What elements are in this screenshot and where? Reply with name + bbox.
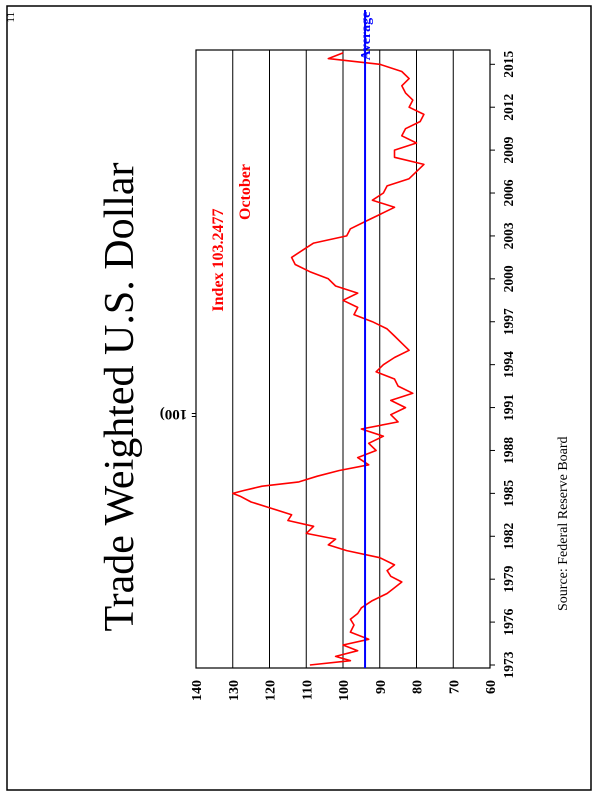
x-tick-2015: 2015	[501, 51, 516, 78]
annotations: Index 103.2477 October Average	[210, 12, 374, 312]
gridlines	[232, 50, 454, 668]
y-tick-100: 100	[337, 680, 352, 701]
y-tick-90: 90	[374, 680, 389, 694]
x-tick-1973: 1973	[501, 651, 516, 678]
y-tick-110: 110	[300, 680, 315, 700]
x-tick-1979: 1979	[501, 565, 516, 592]
y-tick-120: 120	[264, 680, 279, 701]
x-tick-1997: 1997	[501, 308, 516, 335]
series-group	[232, 10, 425, 668]
page-number: 11	[5, 12, 17, 23]
annotation-average-label: Average	[359, 12, 374, 61]
x-tick-2012: 2012	[501, 93, 516, 120]
x-tick-1985: 1985	[501, 480, 516, 507]
chart: 140 130 120 110 100 90 80 70 60 1973 1976 1979 1982…	[190, 10, 516, 701]
annotation-month: October	[237, 164, 254, 220]
annotation-index-value: Index 103.2477	[210, 208, 227, 311]
y-tick-80: 80	[411, 680, 426, 694]
page-title: Trade Weighted U.S. Dollar	[97, 162, 143, 631]
x-tick-1991: 1991	[501, 394, 516, 421]
series-line-trade-weighted-dollar	[232, 52, 425, 666]
source-note: Source: Federal Reserve Board	[556, 436, 571, 611]
y-tick-labels: 140 130 120 110 100 90 80 70 60	[190, 680, 499, 701]
x-tick-2009: 2009	[501, 136, 516, 163]
x-tick-2000: 2000	[501, 265, 516, 292]
x-tick-1982: 1982	[501, 523, 516, 550]
x-tick-1976: 1976	[501, 608, 516, 635]
y-tick-140: 140	[190, 680, 205, 701]
x-tick-1994: 1994	[501, 351, 516, 378]
y-tick-130: 130	[227, 680, 242, 701]
slide-border	[6, 5, 592, 791]
x-tick-1988: 1988	[501, 437, 516, 464]
y-tick-60: 60	[484, 680, 499, 694]
y-tick-70: 70	[447, 680, 462, 694]
x-tick-labels: 1973 1976 1979 1982 1985 1988 1991 1994 1997 2000…	[490, 51, 516, 679]
x-tick-2006: 2006	[501, 179, 516, 206]
x-tick-2003: 2003	[501, 222, 516, 249]
